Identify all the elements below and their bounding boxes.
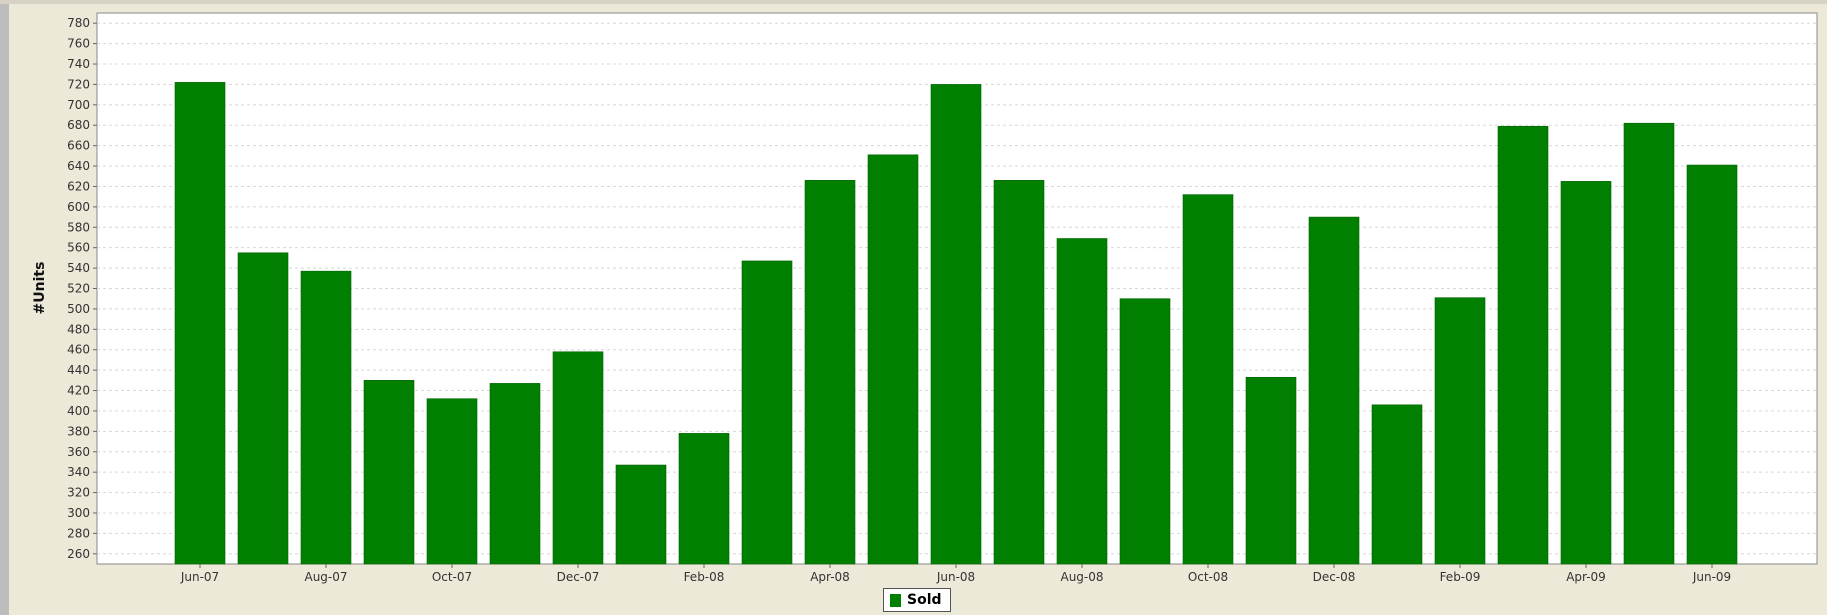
y-tick-label: 680 bbox=[67, 118, 90, 132]
bar-jun-09 bbox=[1686, 164, 1738, 565]
bar-may-09 bbox=[1623, 122, 1675, 565]
y-tick-label: 620 bbox=[67, 179, 90, 193]
x-tick-label: Dec-07 bbox=[557, 570, 600, 584]
bar-jul-07 bbox=[237, 252, 289, 565]
y-tick-label: 480 bbox=[67, 322, 90, 336]
x-tick-label: Jun-09 bbox=[1692, 570, 1731, 584]
y-tick-label: 520 bbox=[67, 282, 90, 296]
bar-sep-08 bbox=[1119, 298, 1171, 565]
bar-mar-09 bbox=[1497, 125, 1549, 565]
bar-dec-07 bbox=[552, 351, 604, 565]
y-tick-label: 580 bbox=[67, 220, 90, 234]
y-tick-label: 420 bbox=[67, 384, 90, 398]
x-tick-label: Oct-08 bbox=[1188, 570, 1228, 584]
y-tick-label: 720 bbox=[67, 77, 90, 91]
bar-nov-07 bbox=[489, 383, 541, 565]
y-tick-label: 780 bbox=[67, 16, 90, 30]
bar-jun-07 bbox=[174, 82, 226, 565]
y-tick-label: 500 bbox=[67, 302, 90, 316]
bar-jan-08 bbox=[615, 464, 667, 565]
x-tick-label: Feb-08 bbox=[684, 570, 725, 584]
y-tick-label: 280 bbox=[67, 526, 90, 540]
bar-sep-07 bbox=[363, 380, 415, 565]
legend: Sold bbox=[883, 588, 951, 612]
bars bbox=[174, 82, 1738, 565]
y-tick-label: 300 bbox=[67, 506, 90, 520]
x-tick-label: Jun-07 bbox=[180, 570, 219, 584]
y-tick-label: 600 bbox=[67, 200, 90, 214]
y-tick-label: 700 bbox=[67, 98, 90, 112]
bar-may-08 bbox=[867, 154, 919, 565]
y-tick-label: 400 bbox=[67, 404, 90, 418]
x-tick-label: Dec-08 bbox=[1313, 570, 1356, 584]
y-tick-label: 320 bbox=[67, 486, 90, 500]
y-tick-label: 660 bbox=[67, 139, 90, 153]
y-axis-label: #Units bbox=[32, 262, 48, 315]
bar-aug-07 bbox=[300, 270, 352, 565]
y-tick-label: 740 bbox=[67, 57, 90, 71]
bar-mar-08 bbox=[741, 260, 793, 565]
x-tick-label: Aug-08 bbox=[1060, 570, 1103, 584]
bar-oct-07 bbox=[426, 398, 478, 565]
bar-feb-09 bbox=[1434, 297, 1486, 565]
y-tick-label: 560 bbox=[67, 241, 90, 255]
x-tick-label: Oct-07 bbox=[432, 570, 472, 584]
x-tick-label: Jun-08 bbox=[936, 570, 975, 584]
bar-jun-08 bbox=[930, 84, 982, 565]
top-border bbox=[0, 0, 1827, 4]
y-tick-label: 380 bbox=[67, 424, 90, 438]
legend-label-sold: Sold bbox=[907, 592, 942, 608]
y-tick-label: 640 bbox=[67, 159, 90, 173]
y-tick-label: 360 bbox=[67, 445, 90, 459]
bar-apr-08 bbox=[804, 180, 856, 565]
bar-dec-08 bbox=[1308, 216, 1360, 565]
x-axis-ticks: Jun-07 Aug-07 Oct-07 Dec-07 Feb-08 Apr-08 Jun-… bbox=[180, 564, 1731, 584]
y-tick-label: 260 bbox=[67, 547, 90, 561]
x-tick-label: Aug-07 bbox=[304, 570, 347, 584]
bar-apr-09 bbox=[1560, 181, 1612, 565]
bar-nov-08 bbox=[1245, 376, 1297, 565]
bar-jul-08 bbox=[993, 180, 1045, 565]
x-tick-label: Apr-09 bbox=[1566, 570, 1606, 584]
bar-feb-08 bbox=[678, 433, 730, 565]
bar-oct-08 bbox=[1182, 194, 1234, 565]
bar-aug-08 bbox=[1056, 238, 1108, 565]
y-axis-ticks: 260 280 300 320 340 360 380 400 420 440 460 480 500 5… bbox=[67, 16, 97, 561]
x-tick-label: Apr-08 bbox=[810, 570, 850, 584]
y-tick-label: 540 bbox=[67, 261, 90, 275]
y-tick-label: 760 bbox=[67, 37, 90, 51]
y-tick-label: 340 bbox=[67, 465, 90, 479]
left-border bbox=[0, 0, 9, 615]
y-tick-label: 440 bbox=[67, 363, 90, 377]
x-tick-label: Feb-09 bbox=[1440, 570, 1481, 584]
bar-jan-09 bbox=[1371, 404, 1423, 565]
legend-swatch-sold bbox=[890, 593, 901, 607]
y-tick-label: 460 bbox=[67, 343, 90, 357]
